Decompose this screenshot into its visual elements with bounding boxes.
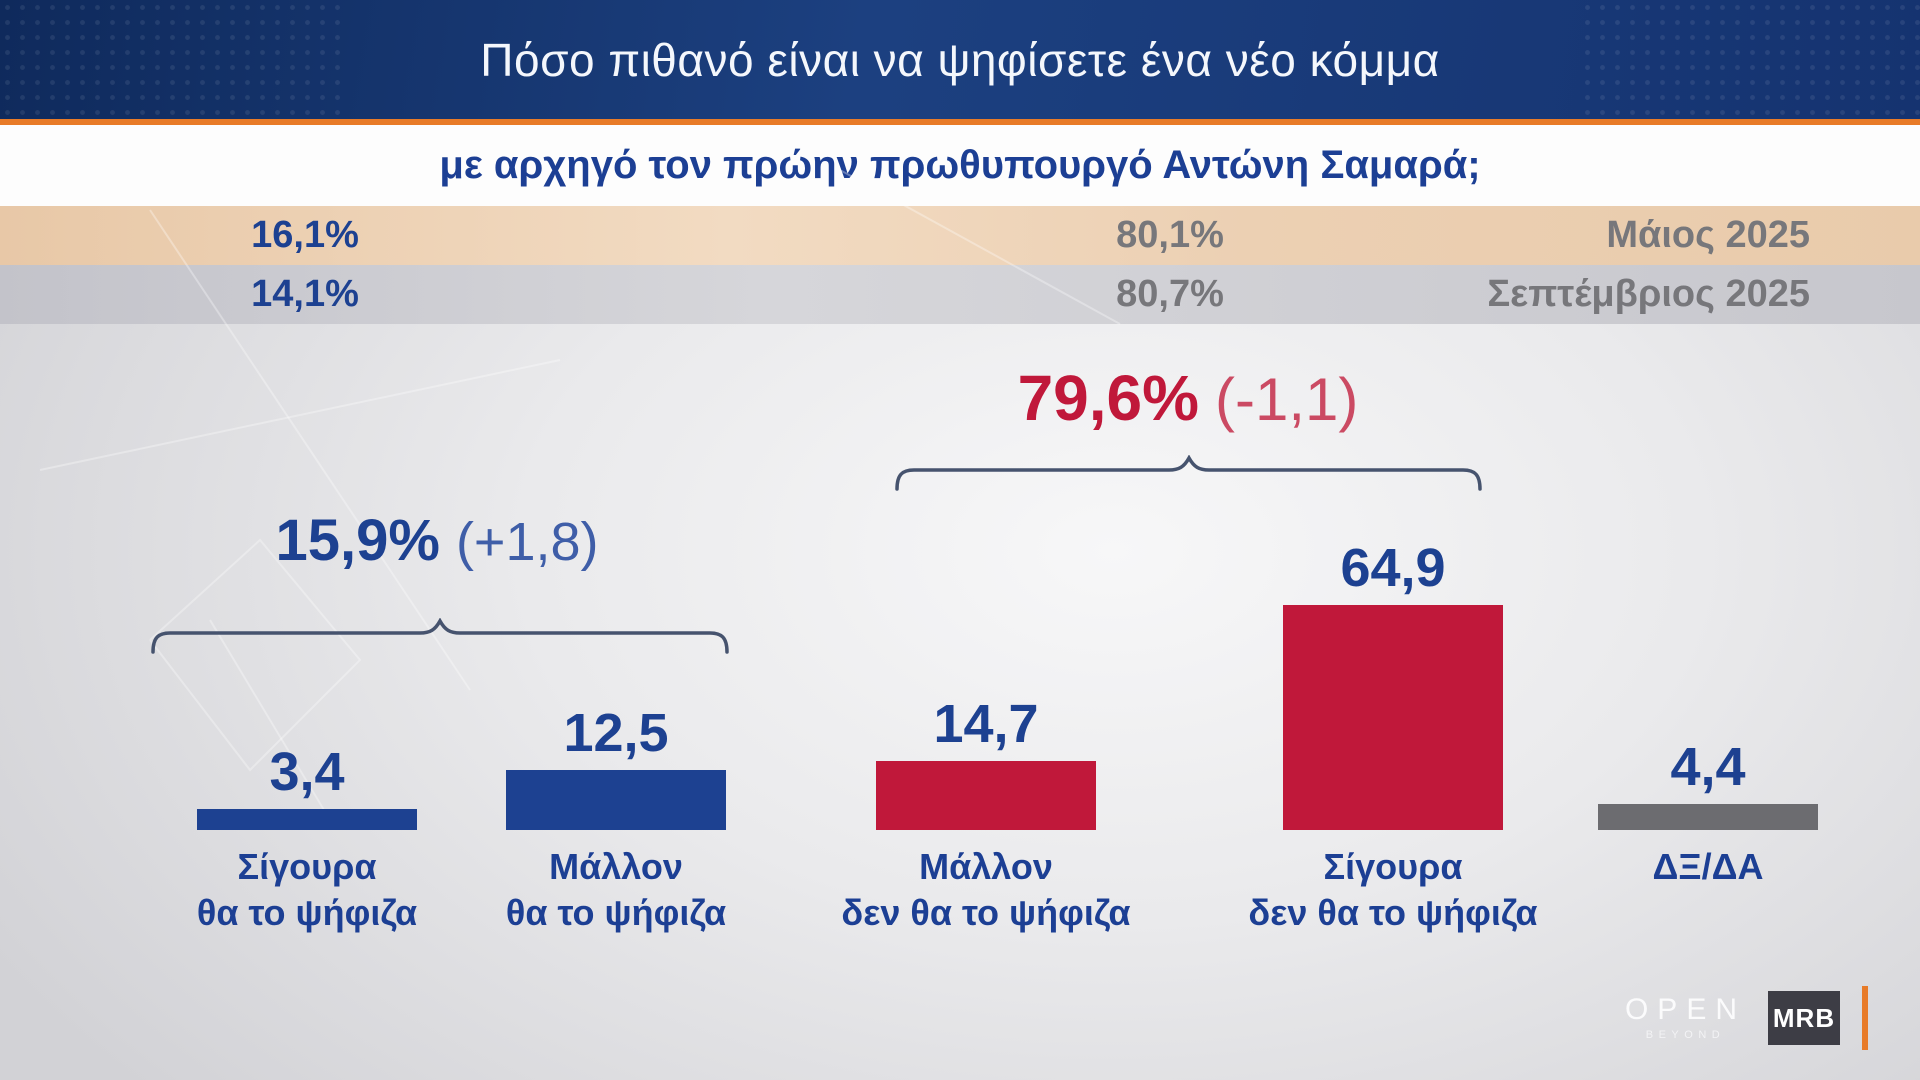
bar-value: 3,4	[269, 742, 345, 802]
subtitle-band: με αρχηγό τον πρώην πρωθυπουργό Αντώνη Σ…	[0, 125, 1920, 206]
dot-pattern-left	[0, 0, 340, 119]
survey-period: Μάιος 2025	[1606, 214, 1810, 256]
bar-category-label: Σίγουρα δεν θα το ψήφιζα	[1248, 846, 1538, 934]
accent-divider	[0, 119, 1920, 125]
subtitle: με αρχηγό τον πρώην πρωθυπουργό Αντώνη Σ…	[439, 143, 1481, 187]
bar-category-label: ΔΞ/ΔΑ	[1652, 846, 1764, 887]
group-brace-unlikely	[895, 455, 1482, 491]
bar-value: 64,9	[1340, 538, 1446, 598]
bar-column: 14,7 Μάλλον δεν θα το ψήφιζα	[816, 694, 1156, 933]
unlikely-percentage: 80,1%	[1116, 214, 1224, 256]
open-logo-beyond: BEYOND	[1645, 1029, 1726, 1041]
bar-column: 12,5 Μάλλον θα το ψήφιζα	[446, 703, 786, 933]
bar-column: 64,9 Σίγουρα δεν θα το ψήφιζα	[1223, 538, 1563, 933]
mrb-logo: MRB	[1768, 991, 1840, 1045]
header-bar: Πόσο πιθανό είναι να ψηφίσετε ένα νέο κό…	[0, 0, 1920, 119]
footer-logos: OPEN BEYOND MRB	[1625, 986, 1868, 1050]
group-value: 15,9%	[275, 508, 440, 573]
group-brace-likely	[151, 618, 729, 654]
dot-pattern-right	[1580, 0, 1920, 119]
bar	[1283, 605, 1503, 830]
bar-category-label: Μάλλον θα το ψήφιζα	[505, 846, 727, 934]
likely-percentage: 14,1%	[251, 273, 359, 315]
history-row-september: 14,1% 80,7% Σεπτέμβριος 2025	[0, 265, 1920, 324]
bar-value: 4,4	[1670, 737, 1746, 797]
open-logo-word: OPEN	[1624, 993, 1746, 1026]
survey-period: Σεπτέμβριος 2025	[1487, 273, 1810, 315]
history-row-may: 16,1% 80,1% Μάιος 2025	[0, 206, 1920, 265]
group-label-unlikely: 79,6% (-1,1)	[888, 366, 1488, 430]
orange-bar-icon	[1862, 986, 1868, 1050]
bar-value: 12,5	[563, 703, 669, 763]
bar	[197, 809, 417, 830]
page-title: Πόσο πιθανό είναι να ψηφίσετε ένα νέο κό…	[480, 33, 1440, 86]
bar-column: 3,4 Σίγουρα θα το ψήφιζα	[137, 742, 477, 933]
bar	[876, 761, 1096, 830]
bar-category-label: Μάλλον δεν θα το ψήφιζα	[841, 846, 1131, 934]
unlikely-percentage: 80,7%	[1116, 273, 1224, 315]
bar	[506, 770, 726, 830]
likely-percentage: 16,1%	[251, 214, 359, 256]
open-logo: OPEN BEYOND	[1624, 993, 1746, 1042]
chart-area	[0, 324, 1920, 1080]
group-label-likely: 15,9% (+1,8)	[137, 512, 737, 570]
bar-value: 14,7	[933, 694, 1039, 754]
bar	[1598, 804, 1818, 830]
group-change: (+1,8)	[455, 512, 599, 572]
bar-category-label: Σίγουρα θα το ψήφιζα	[196, 846, 418, 934]
group-change: (-1,1)	[1215, 366, 1359, 433]
bar-column: 4,4 ΔΞ/ΔΑ	[1538, 737, 1878, 887]
group-value: 79,6%	[1017, 362, 1200, 434]
